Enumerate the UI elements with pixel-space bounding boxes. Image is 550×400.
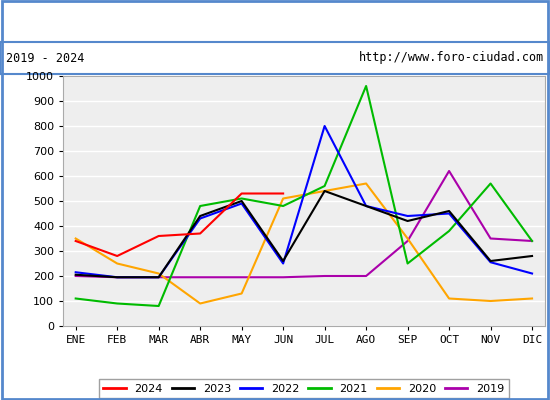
Legend: 2024, 2023, 2022, 2021, 2020, 2019: 2024, 2023, 2022, 2021, 2020, 2019 (99, 379, 509, 398)
Text: 2019 - 2024: 2019 - 2024 (6, 52, 84, 64)
Text: http://www.foro-ciudad.com: http://www.foro-ciudad.com (359, 52, 544, 64)
Text: Evolucion Nº Turistas Nacionales en el municipio de Anguiano: Evolucion Nº Turistas Nacionales en el m… (1, 14, 549, 28)
